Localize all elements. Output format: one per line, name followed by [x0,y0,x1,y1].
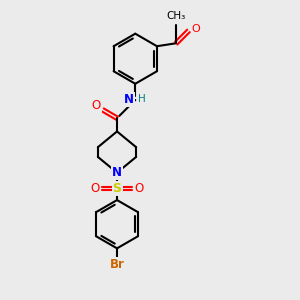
Text: N: N [112,166,122,179]
Text: Br: Br [110,258,124,271]
Text: N: N [124,93,134,106]
Text: O: O [134,182,143,195]
Text: S: S [112,182,122,195]
Text: O: O [91,182,100,195]
Text: H: H [138,94,146,104]
Text: CH₃: CH₃ [167,11,186,21]
Text: O: O [191,24,200,34]
Text: O: O [92,99,101,112]
